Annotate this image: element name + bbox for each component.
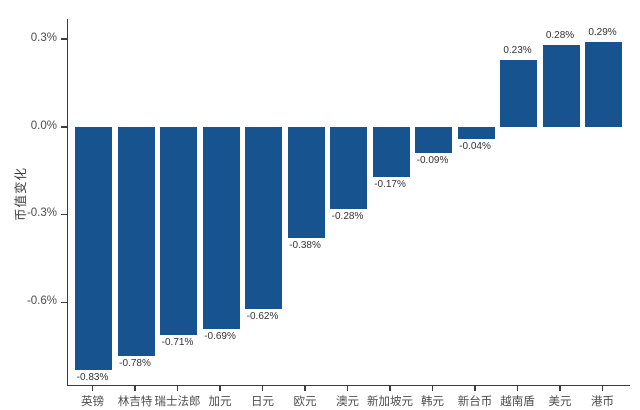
- bar: [500, 60, 537, 127]
- y-tick: [61, 213, 67, 216]
- bar-value-label: -0.83%: [76, 372, 109, 383]
- y-tick: [61, 126, 67, 128]
- x-tick-label: 美元: [548, 396, 572, 408]
- x-tick: [474, 386, 476, 391]
- x-tick-label: 瑞士法郎: [154, 396, 201, 408]
- x-tick: [431, 386, 434, 391]
- y-tick-label: 0.0%: [30, 119, 57, 132]
- x-tick: [134, 386, 136, 391]
- bar: [372, 127, 410, 177]
- x-tick: [219, 386, 221, 391]
- plot-area: [67, 19, 630, 386]
- x-tick: [559, 386, 561, 391]
- bar: [585, 42, 622, 127]
- x-tick: [346, 386, 349, 391]
- x-tick: [304, 386, 306, 391]
- x-tick-label: 欧元: [293, 396, 317, 408]
- bar: [117, 127, 155, 356]
- x-tick-label: 澳元: [336, 396, 359, 408]
- bar: [160, 127, 197, 335]
- x-tick-label: 新台币: [457, 396, 493, 408]
- bar: [287, 127, 325, 238]
- bar-value-label: -0.62%: [246, 311, 279, 322]
- y-tick: [61, 301, 67, 304]
- x-tick-label: 林吉特: [117, 396, 153, 408]
- bar-value-label: -0.69%: [204, 331, 236, 342]
- x-tick-label: 港币: [591, 396, 614, 408]
- x-tick: [601, 386, 604, 391]
- bar: [202, 127, 240, 329]
- bar: [330, 127, 367, 209]
- bar: [457, 127, 495, 139]
- x-tick-label: 韩元: [421, 396, 444, 408]
- bar-value-label: 0.23%: [503, 45, 532, 56]
- bar-value-label: 0.29%: [588, 27, 617, 38]
- x-tick: [516, 386, 519, 391]
- bar: [415, 127, 452, 153]
- bar: [245, 127, 282, 309]
- y-tick-label: 0.3%: [30, 31, 57, 44]
- x-tick: [176, 386, 179, 391]
- x-tick-label: 日元: [251, 396, 274, 408]
- bar-value-label: -0.04%: [459, 141, 491, 152]
- x-tick-label: 新加坡元: [367, 396, 413, 408]
- x-tick-label: 英镑: [81, 396, 104, 408]
- bar-value-label: -0.38%: [289, 240, 321, 251]
- bar-value-label: -0.71%: [161, 337, 194, 348]
- bar: [75, 127, 112, 370]
- y-tick-label: -0.3%: [26, 207, 57, 220]
- bar-value-label: -0.09%: [416, 155, 449, 166]
- bar-value-label: 0.28%: [545, 30, 575, 41]
- x-tick-label: 越南盾: [500, 396, 535, 408]
- bar: [542, 45, 580, 127]
- x-tick: [91, 386, 94, 391]
- bar-value-label: -0.78%: [119, 358, 151, 369]
- x-tick-label: 加元: [208, 396, 232, 408]
- x-tick: [389, 386, 391, 391]
- x-tick: [261, 386, 264, 391]
- y-tick-label: -0.6%: [26, 295, 57, 308]
- bar-value-label: -0.17%: [374, 179, 406, 190]
- y-tick: [61, 38, 67, 40]
- bar-value-label: -0.28%: [331, 211, 364, 222]
